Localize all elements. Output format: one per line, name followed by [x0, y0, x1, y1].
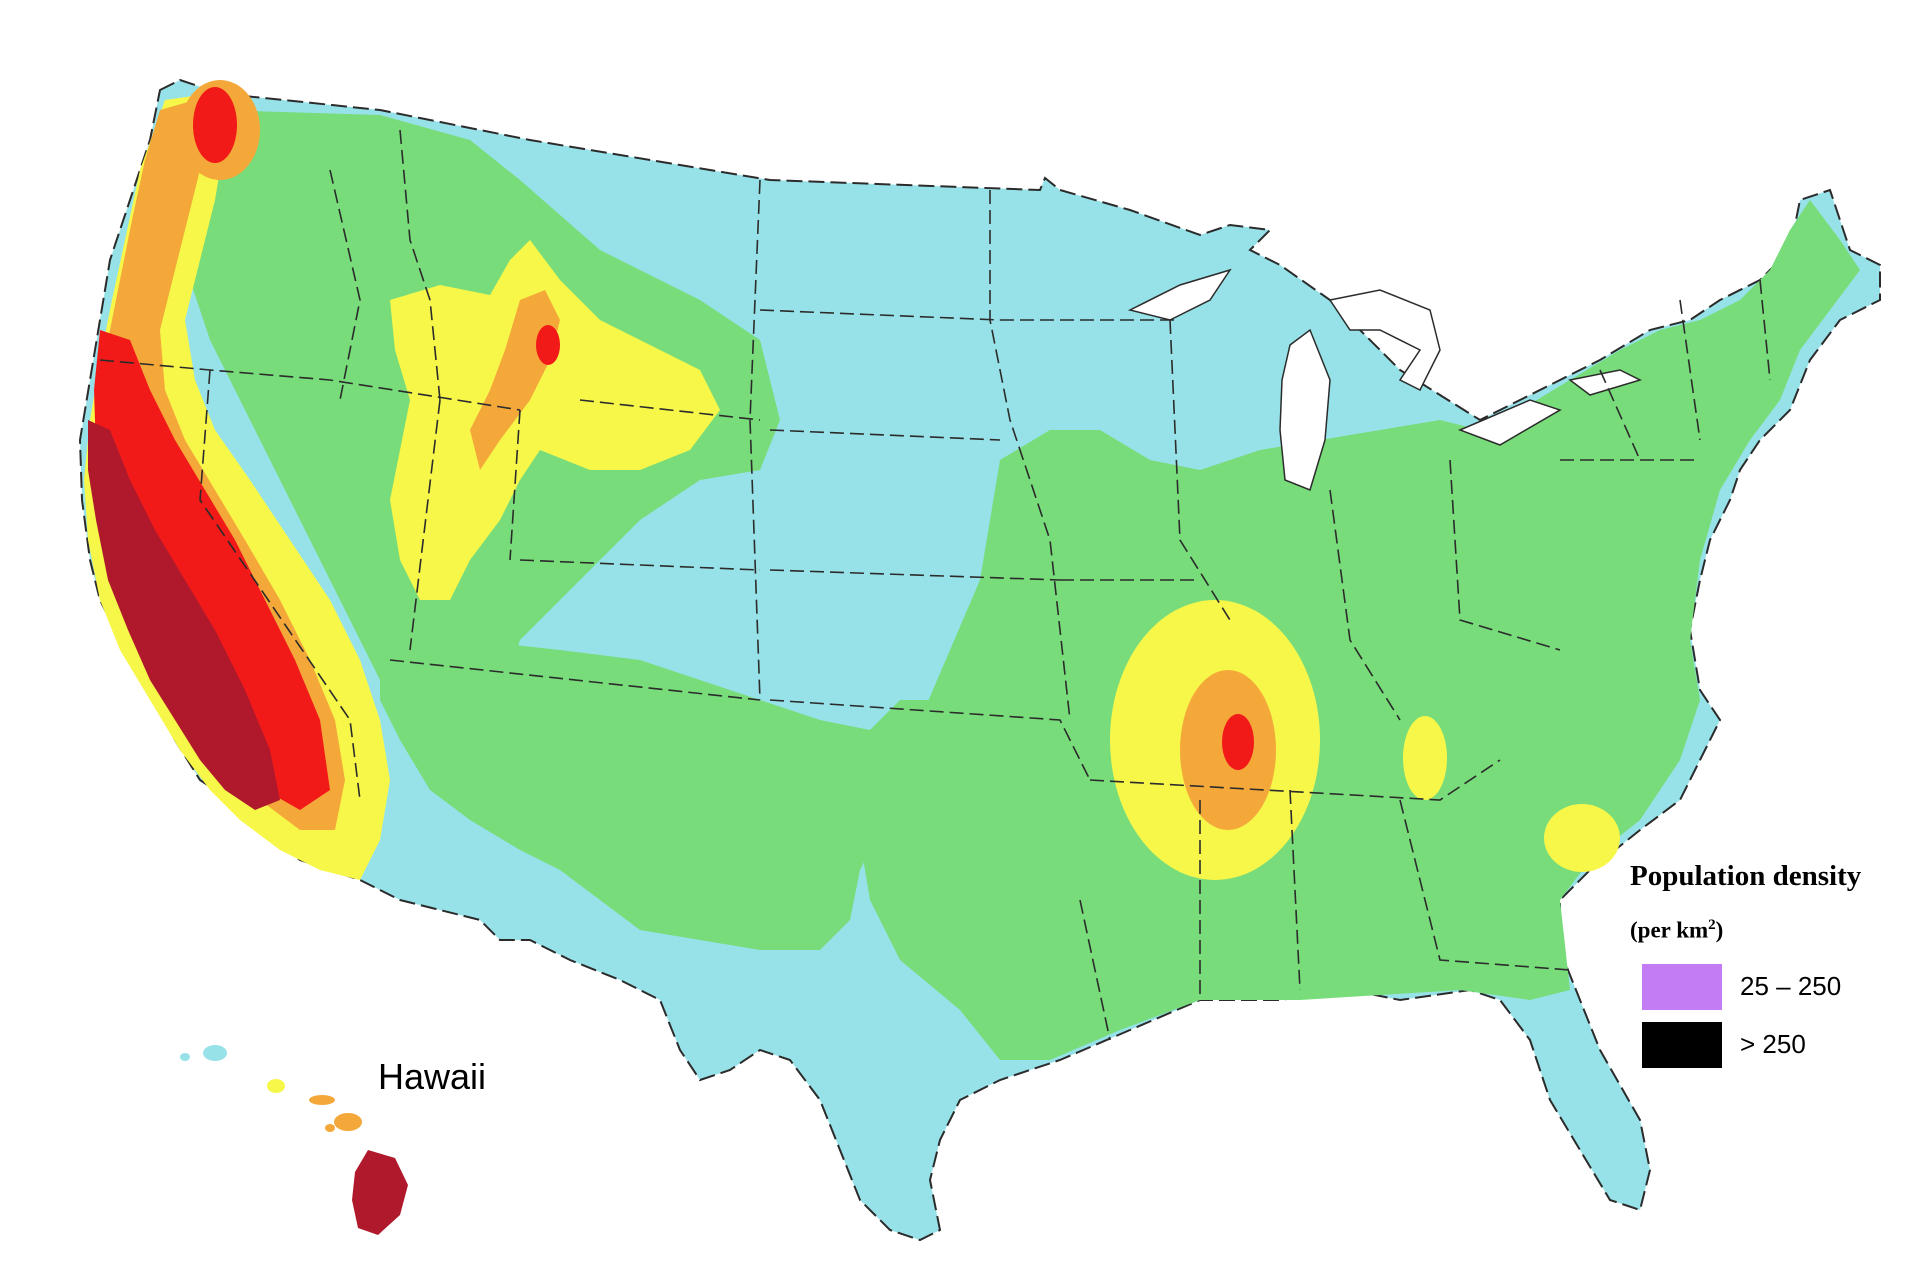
legend-unit-power: 2 — [1708, 917, 1716, 933]
legend-item-medium-density: 25 – 250 — [1642, 963, 1920, 1010]
hawaii-island-lanai — [325, 1124, 335, 1132]
hazard-zone-higher-west-coast — [94, 330, 330, 810]
legend-swatch-black — [1642, 1021, 1722, 1068]
hazard-zone-medium-tennessee — [1403, 716, 1447, 800]
population-density-legend: Population density (per km2) 25 – 250 > … — [1630, 860, 1920, 1068]
hazard-zone-higher-new-madrid — [1222, 714, 1254, 770]
legend-unit-suffix: ) — [1715, 917, 1724, 943]
hazard-zone-higher-yellowstone — [536, 325, 560, 365]
hazard-zone-medium-charleston — [1544, 804, 1620, 872]
hazard-zone-medium-intermountain — [390, 240, 720, 600]
hawaii-island-niihau — [180, 1053, 190, 1061]
hawaii-island-big-island — [352, 1150, 408, 1235]
legend-title: Population density — [1630, 860, 1862, 892]
legend-swatch-purple — [1642, 963, 1722, 1010]
legend-unit-prefix: (per km — [1630, 917, 1709, 943]
legend-label-high-density: > 250 — [1740, 1029, 1806, 1060]
hawaii-islands — [180, 1045, 408, 1235]
hawaii-island-maui — [334, 1113, 362, 1131]
hazard-zone-low-south — [380, 640, 980, 950]
legend-unit: (per km2) — [1630, 917, 1920, 944]
hazard-zone-low-east — [860, 200, 1860, 1060]
hazard-zone-high-intermountain — [470, 290, 560, 470]
great-lakes — [1127, 268, 1643, 492]
legend-item-high-density: > 250 — [1642, 1021, 1920, 1068]
hawaii-island-molokai — [309, 1095, 335, 1105]
state-boundaries — [99, 129, 1771, 1041]
hawaii-island-oahu — [267, 1079, 285, 1093]
legend-label-medium-density: 25 – 250 — [1740, 971, 1842, 1002]
hazard-zone-highest-california — [88, 420, 280, 810]
hazard-zone-higher-puget — [193, 87, 237, 163]
hawaii-island-kauai — [203, 1045, 227, 1061]
hawaii-label: Hawaii — [378, 1056, 487, 1097]
